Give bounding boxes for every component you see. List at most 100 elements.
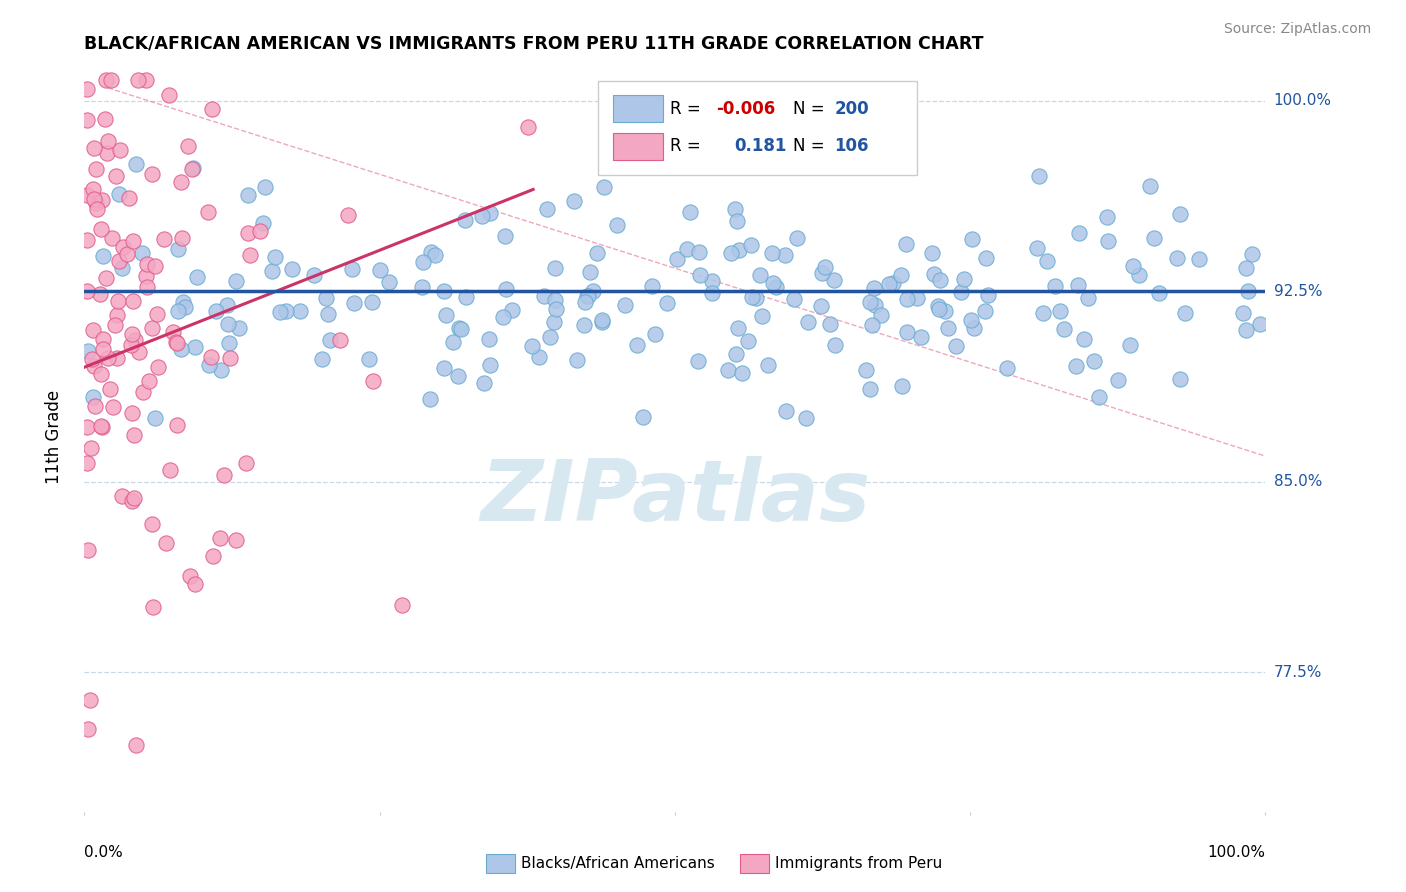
Point (929, 273, 952, 287)
Point (751, 309, 773, 323)
Point (449, 321, 471, 335)
Point (631, 409, 654, 424)
Point (159, 463, 181, 477)
Point (855, 363, 877, 377)
Point (135, 73, 157, 87)
Point (377, 275, 399, 289)
Point (135, 268, 157, 283)
Point (1232, 306, 1254, 320)
Point (131, 245, 153, 260)
Point (679, 205, 702, 219)
Point (152, 232, 174, 246)
Point (823, 273, 845, 287)
Text: 0.181: 0.181 (734, 137, 786, 155)
Text: 200: 200 (834, 100, 869, 118)
Point (361, 295, 384, 310)
Point (93, 249, 115, 263)
FancyBboxPatch shape (613, 133, 664, 160)
Point (111, 489, 134, 503)
Point (471, 209, 494, 223)
Point (1088, 390, 1111, 404)
FancyBboxPatch shape (598, 81, 917, 175)
Point (702, 285, 724, 300)
Point (236, 226, 259, 240)
Point (890, 378, 912, 392)
Text: N =: N = (793, 100, 830, 118)
Point (97, 134, 120, 148)
Point (209, 363, 232, 377)
Point (960, 312, 983, 326)
Point (276, 304, 298, 318)
Point (1073, 333, 1095, 347)
Point (1083, 354, 1105, 368)
Point (450, 322, 472, 336)
Point (1174, 306, 1197, 320)
Point (143, 411, 166, 425)
Point (533, 288, 555, 302)
Point (756, 359, 779, 373)
Point (811, 266, 834, 280)
Point (90, 221, 112, 235)
Point (453, 213, 475, 227)
Point (927, 299, 949, 313)
Point (432, 360, 454, 375)
Point (111, 260, 134, 275)
Point (995, 361, 1018, 376)
Point (749, 268, 772, 283)
Point (141, 321, 163, 335)
Point (1064, 359, 1087, 374)
Point (544, 302, 567, 317)
Text: 100.0%: 100.0% (1274, 93, 1331, 108)
Point (252, 216, 274, 230)
Point (928, 301, 950, 316)
Point (783, 292, 806, 306)
Point (910, 329, 932, 343)
Point (870, 308, 893, 322)
Point (361, 374, 384, 388)
Point (104, 318, 127, 332)
Point (96, 145, 118, 160)
Point (166, 336, 188, 351)
Point (91, 343, 114, 357)
Point (146, 359, 169, 374)
Point (1128, 268, 1150, 283)
Point (882, 277, 904, 291)
Point (741, 290, 763, 304)
Point (936, 321, 959, 335)
Point (626, 337, 648, 351)
Point (441, 335, 464, 350)
Point (676, 242, 699, 256)
Point (725, 214, 748, 228)
Point (579, 265, 602, 279)
Point (953, 272, 976, 286)
Point (170, 342, 193, 356)
Text: 0.0%: 0.0% (84, 846, 124, 861)
Point (83, 399, 105, 413)
Point (922, 267, 945, 281)
Point (84, 195, 107, 210)
Point (124, 333, 146, 347)
Point (585, 245, 607, 260)
Point (572, 318, 595, 333)
Text: R =: R = (671, 137, 706, 155)
Point (101, 231, 124, 245)
Point (132, 385, 155, 400)
Point (686, 354, 709, 368)
Point (702, 274, 724, 288)
Point (198, 358, 221, 372)
Point (112, 240, 135, 254)
Point (960, 232, 983, 246)
Point (77, 543, 100, 558)
Point (172, 294, 194, 309)
Point (145, 307, 167, 321)
Point (172, 231, 194, 245)
Point (1166, 251, 1188, 265)
Point (1049, 304, 1071, 318)
FancyBboxPatch shape (613, 95, 664, 122)
Point (724, 347, 747, 361)
Point (157, 87, 180, 102)
Point (215, 298, 238, 312)
Point (613, 298, 636, 312)
Point (896, 326, 918, 340)
Point (1119, 338, 1142, 352)
